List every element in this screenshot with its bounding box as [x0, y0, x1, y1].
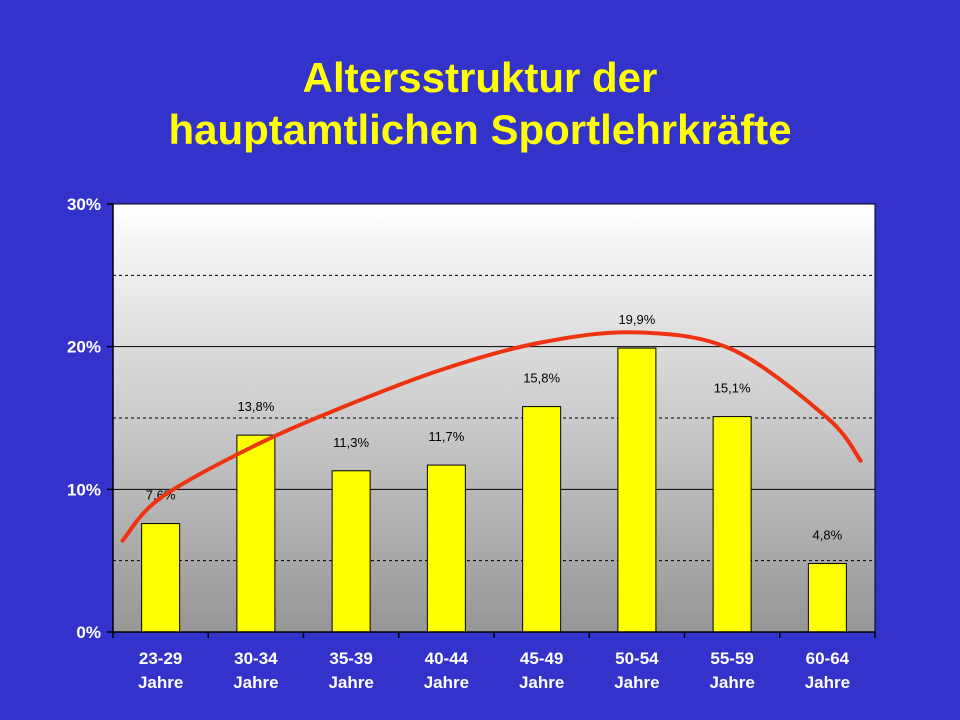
title-line-1: Altersstruktur der	[302, 54, 658, 101]
bar	[141, 523, 181, 633]
x-category-label: Jahre	[138, 673, 183, 692]
bar	[331, 470, 371, 633]
x-category-label: 40-44	[425, 649, 469, 668]
x-category-label: 45-49	[520, 649, 563, 668]
data-label: 15,1%	[714, 381, 751, 396]
axes: 0% 10% 20% 30% 23-29 Jahre 30-34 Jahre 35-39 Jahr…	[67, 195, 876, 692]
x-category-label: 23-29	[139, 649, 182, 668]
x-category-label: 35-39	[329, 649, 372, 668]
y-tick-label: 0%	[76, 623, 101, 642]
bar	[712, 416, 752, 633]
bar	[617, 347, 657, 633]
data-label: 19,9%	[618, 312, 655, 327]
x-category-label: 55-59	[710, 649, 753, 668]
data-label: 11,3%	[333, 435, 369, 450]
bars	[141, 347, 847, 633]
data-label: 11,7%	[428, 429, 464, 444]
data-label: 4,8%	[813, 528, 843, 543]
data-labels: 7,6%13,8%11,3% 11,7%15,8%19,9%15,1%4,8%	[146, 312, 843, 542]
slide-title: Altersstruktur der hauptamtlichen Sportl…	[0, 52, 960, 156]
trendline	[120, 330, 863, 543]
x-category-label: Jahre	[233, 673, 278, 692]
x-category-label: 50-54	[615, 649, 659, 668]
y-tick-label: 20%	[67, 338, 101, 357]
bar	[426, 464, 466, 633]
x-category-label: Jahre	[424, 673, 469, 692]
bar	[807, 563, 847, 633]
data-label: 13,8%	[237, 399, 274, 414]
x-category-label: 60-64	[806, 649, 850, 668]
x-category-label: Jahre	[328, 673, 373, 692]
y-tick-label: 30%	[67, 195, 101, 214]
data-label: 15,8%	[523, 371, 560, 386]
bar	[236, 434, 276, 633]
title-line-2: hauptamtlichen Sportlehrkräfte	[168, 106, 792, 153]
x-category-label: 30-34	[234, 649, 278, 668]
x-category-label: Jahre	[519, 673, 564, 692]
x-category-label: Jahre	[709, 673, 754, 692]
bar	[522, 406, 562, 633]
x-category-label: Jahre	[805, 673, 850, 692]
trendline-path	[120, 330, 863, 543]
y-tick-label: 10%	[67, 480, 101, 499]
x-category-label: Jahre	[614, 673, 659, 692]
